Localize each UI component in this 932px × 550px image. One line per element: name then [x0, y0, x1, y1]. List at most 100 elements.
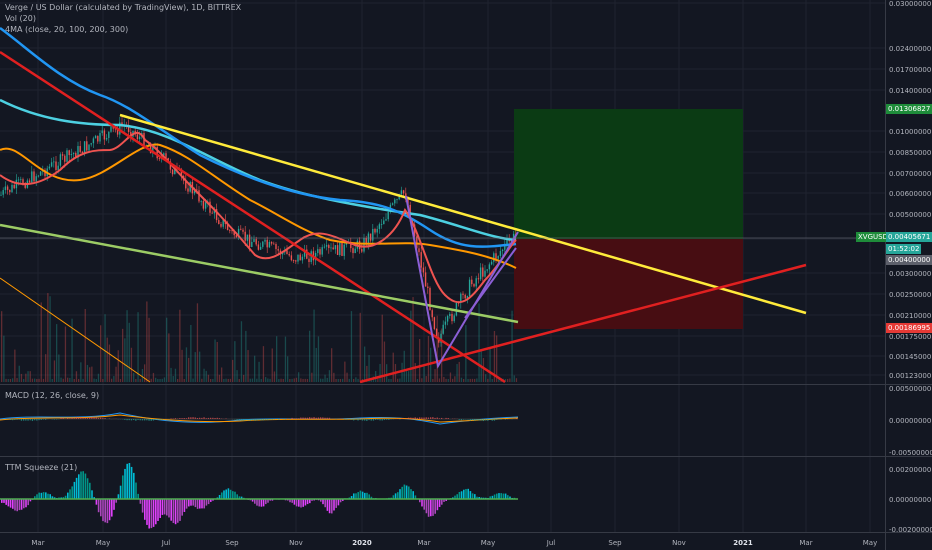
macd-bar: [269, 419, 271, 420]
volume-bar: [240, 321, 243, 382]
candle-body: [242, 229, 244, 232]
ttm-bar: [75, 477, 78, 499]
ttm-bar: [124, 468, 126, 499]
time-tick-label: Jul: [546, 539, 556, 547]
wedge-purple-inner[interactable]: [464, 247, 517, 319]
time-axis[interactable]: Mar May Jul Sep Nov 2020 Mar May Jul Sep Nov 2021 Ma…: [31, 539, 877, 547]
trendline-red-up[interactable]: [359, 263, 807, 384]
price-tick-label: 0.00850000: [889, 149, 931, 157]
ttm-bar: [454, 495, 456, 499]
volume-bar: [405, 369, 408, 382]
volume-bar: [245, 330, 247, 382]
candle-body: [367, 233, 370, 244]
candle-body: [273, 243, 275, 245]
candle-body: [156, 146, 158, 159]
wedge-purple[interactable]: [405, 195, 519, 369]
ttm-bar: [300, 499, 302, 508]
ttm-bar: [295, 499, 298, 507]
macd-bar: [317, 417, 320, 419]
candle-body: [466, 296, 469, 299]
ttm-bar: [452, 497, 454, 499]
ttm-bar: [394, 493, 397, 499]
ttm-bar: [36, 494, 38, 499]
candle-body: [372, 228, 374, 241]
macd-bar: [243, 419, 245, 421]
volume-bar: [443, 376, 445, 382]
ttm-bar: [14, 499, 16, 511]
trendline-green[interactable]: [0, 223, 519, 324]
volume-bar: [135, 379, 137, 382]
macd-bar: [60, 418, 62, 419]
volume-bar: [16, 378, 18, 382]
volume-bar: [306, 378, 309, 382]
candle-body: [105, 137, 108, 140]
macd-bar: [78, 417, 80, 419]
candle-body: [457, 302, 460, 304]
macd-axis[interactable]: 0.00500000 0.00000000 -0.00500000: [889, 385, 932, 457]
ttm-bar: [1, 499, 3, 503]
ttm-bar: [27, 499, 29, 506]
ttm-bar: [181, 499, 183, 516]
volume-bar: [183, 379, 185, 382]
ttm-bar: [108, 499, 111, 521]
macd-bar: [434, 417, 436, 419]
candle-body: [262, 241, 264, 247]
volume-bar: [324, 374, 326, 382]
candle-body: [354, 248, 356, 254]
volume-bar: [410, 310, 412, 382]
macd-bar: [238, 419, 240, 420]
macd-bar: [249, 419, 251, 421]
target-zone[interactable]: [514, 109, 743, 239]
macd-bar: [97, 417, 100, 419]
ttm-bar: [106, 499, 109, 524]
trendline-red-down[interactable]: [0, 50, 506, 384]
macd-bar: [414, 417, 416, 419]
macd-bar: [302, 417, 304, 419]
ttm-bar: [306, 499, 309, 505]
ttm-bar: [141, 499, 144, 513]
price-tick-label: 0.00500000: [889, 211, 931, 219]
ttm-bar: [302, 499, 304, 507]
candle-body: [28, 180, 31, 183]
trendline-orange-thin[interactable]: [0, 277, 151, 383]
ttm-axis[interactable]: 0.00200000 0.00000000 -0.00200000: [889, 466, 932, 534]
volume-bar: [221, 367, 223, 382]
macd-bar: [344, 419, 346, 420]
ttm-bar: [267, 499, 269, 503]
time-tick-label: May: [96, 539, 110, 547]
candle-body: [48, 166, 51, 169]
ttm-bar: [251, 499, 254, 502]
ttm-bar: [507, 495, 509, 499]
volume-bar: [1, 311, 3, 382]
ttm-bar: [73, 481, 76, 499]
candle-body: [143, 133, 145, 149]
volume-bar: [124, 338, 126, 382]
volume-bar: [78, 378, 80, 382]
volume-bar: [383, 341, 386, 382]
macd-bar: [463, 419, 465, 420]
volume-bar: [34, 378, 36, 382]
candle-body: [292, 260, 295, 261]
time-tick-label: May: [481, 539, 495, 547]
price-tick-label: 0.02400000: [889, 45, 931, 53]
volume-bar: [139, 378, 141, 382]
volume-bar: [509, 378, 511, 382]
volume-bar: [75, 371, 78, 382]
macd-bar: [322, 417, 324, 419]
macd-bar: [315, 417, 317, 419]
candle-body: [83, 141, 86, 153]
ttm-bar: [355, 493, 357, 499]
ttm-bar: [320, 499, 322, 502]
volume-bar: [45, 354, 47, 382]
macd-bar: [9, 419, 12, 420]
ttm-bar: [432, 499, 434, 516]
ttm-bar: [331, 499, 333, 514]
trendline-yellow[interactable]: [119, 113, 807, 315]
candle-body: [165, 153, 167, 158]
volume-bar: [304, 378, 306, 382]
candle-body: [281, 252, 284, 255]
ttm-tick-label: -0.00200000: [889, 526, 932, 534]
candle-body: [460, 293, 462, 303]
volume-bar: [300, 378, 302, 382]
